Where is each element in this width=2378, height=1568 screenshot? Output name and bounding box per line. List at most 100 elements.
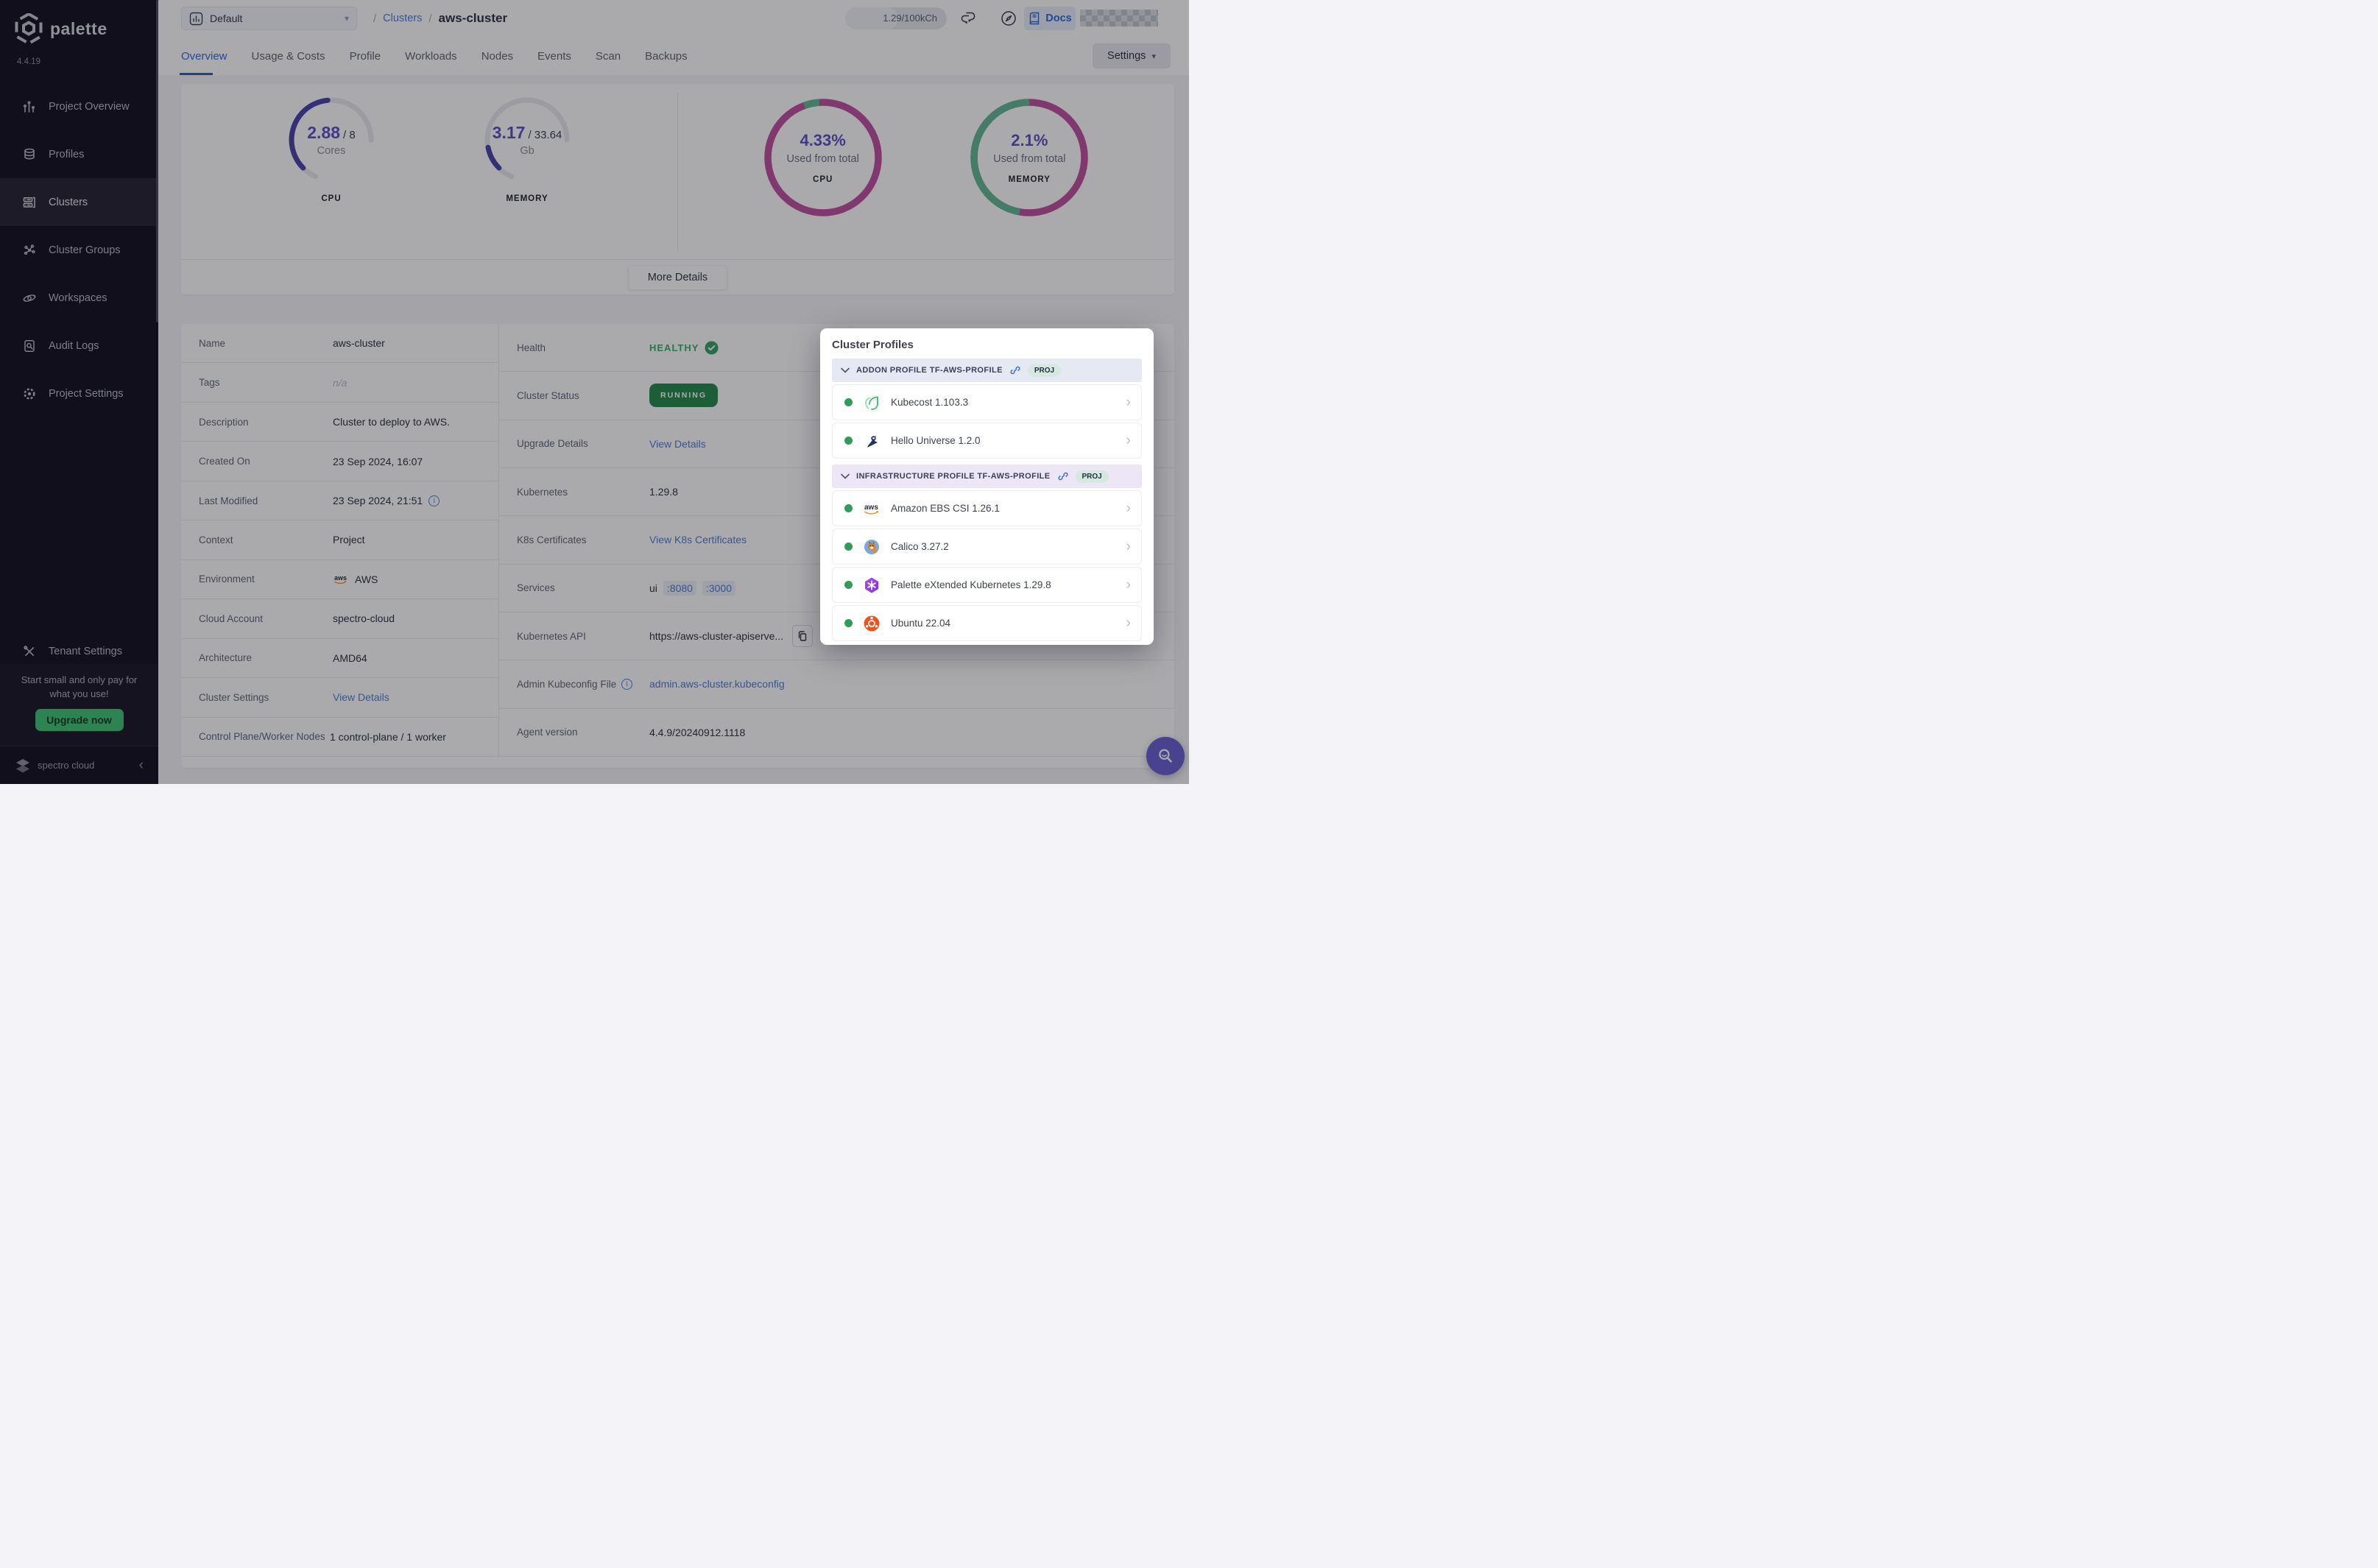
pack-row-ubuntu[interactable]: Ubuntu 22.04 › — [832, 605, 1142, 641]
gauges-divider — [677, 93, 678, 250]
info-icon[interactable]: i — [428, 495, 440, 506]
tab-events[interactable]: Events — [537, 49, 571, 63]
detail-label: Services — [517, 582, 555, 594]
memory-ring-label: MEMORY — [1008, 175, 1051, 184]
pack-row-calico[interactable]: Calico 3.27.2 › — [832, 529, 1142, 565]
tab-overview[interactable]: Overview — [180, 37, 227, 75]
detail-row-environment: Environment aws AWS — [181, 560, 498, 600]
view-details-link[interactable]: View Details — [333, 691, 389, 704]
service-port-link[interactable]: :8080 — [663, 580, 696, 596]
upgrade-view-details-link[interactable]: View Details — [649, 437, 706, 450]
service-port-link[interactable]: :3000 — [702, 580, 735, 596]
pack-row-kubecost[interactable]: Kubecost 1.103.3 › — [832, 384, 1142, 420]
breadcrumb-clusters-link[interactable]: Clusters — [383, 13, 423, 24]
docs-button[interactable]: Docs — [1024, 7, 1076, 30]
project-scope-value: Default — [210, 13, 243, 24]
infrastructure-profile-header[interactable]: INFRASTRUCTURE PROFILE TF-AWS-PROFILE PR… — [832, 465, 1142, 488]
docs-label: Docs — [1045, 13, 1072, 24]
palette-kubernetes-icon — [862, 576, 881, 595]
cpu-used-percent: 4.33% — [800, 131, 846, 149]
sidebar-item-label: Project Settings — [49, 387, 124, 400]
detail-value: 4.4.9/20240912.1118 — [649, 726, 746, 738]
detail-row-cluster-settings: Cluster Settings View Details — [181, 678, 498, 718]
detail-row-agent-version: Agent version 4.4.9/20240912.1118 — [499, 709, 1174, 757]
tab-usage-costs[interactable]: Usage & Costs — [251, 49, 325, 63]
tab-nodes[interactable]: Nodes — [481, 49, 514, 63]
detail-label: K8s Certificates — [517, 534, 587, 545]
detail-label: Kubernetes — [517, 486, 568, 498]
cpu-total-value: / 8 — [343, 129, 356, 141]
sidebar-item-workspaces[interactable]: Workspaces — [0, 274, 158, 322]
details-right-column: Health HEALTHY Cluster Status RUNNING Up… — [498, 324, 1174, 757]
detail-label: Cloud Account — [199, 612, 264, 624]
tab-scan[interactable]: Scan — [595, 49, 621, 63]
view-k8s-certificates-link[interactable]: View K8s Certificates — [649, 534, 747, 546]
layers-icon — [22, 147, 37, 162]
sidebar-item-label: Profiles — [49, 148, 85, 160]
tab-workloads[interactable]: Workloads — [405, 49, 457, 63]
detail-value: aws-cluster — [333, 337, 385, 350]
upgrade-promo: Start small and only pay for what you us… — [0, 664, 158, 746]
info-icon[interactable]: i — [621, 678, 633, 690]
sidebar-item-project-settings[interactable]: Project Settings — [0, 370, 158, 417]
tab-profile[interactable]: Profile — [349, 49, 381, 63]
link-icon[interactable] — [1057, 470, 1069, 482]
sidebar-item-profiles[interactable]: Profiles — [0, 130, 158, 178]
detail-row-tags: Tags n/a — [181, 363, 498, 403]
sidebar-item-tenant-settings[interactable]: Tenant Settings — [0, 627, 158, 675]
detail-label: Upgrade Details — [517, 438, 588, 450]
calico-icon — [862, 537, 881, 557]
server-rack-icon — [22, 195, 37, 210]
more-details-button[interactable]: More Details — [628, 265, 727, 289]
svg-text:aws: aws — [334, 574, 347, 582]
kubeconfig-download-link[interactable]: admin.aws-cluster.kubeconfig — [649, 678, 785, 691]
sidebar-nav: Project Overview Profiles Clusters — [0, 82, 158, 417]
detail-label: Control Plane/Worker Nodes — [199, 731, 325, 743]
detail-label: Health — [517, 342, 546, 353]
pack-name: Kubecost 1.103.3 — [891, 397, 969, 408]
compass-icon[interactable] — [1000, 10, 1017, 27]
pack-row-amazon-ebs-csi[interactable]: aws Amazon EBS CSI 1.26.1 › — [832, 490, 1142, 526]
detail-label: Description — [199, 416, 249, 428]
sidebar-item-project-overview[interactable]: Project Overview — [0, 82, 158, 130]
cluster-profiles-panel: Cluster Profiles ADDON PROFILE TF-AWS-PR… — [820, 328, 1154, 645]
breadcrumb: / Clusters / aws-cluster — [373, 0, 507, 37]
sidebar-item-audit-logs[interactable]: Audit Logs — [0, 322, 158, 370]
tab-backups[interactable]: Backups — [645, 49, 688, 63]
health-status: HEALTHY — [649, 342, 699, 353]
search-fab[interactable] — [1146, 737, 1185, 775]
copy-button[interactable] — [792, 625, 814, 648]
usage-card: 2.88 / 8 Cores CPU — [181, 84, 1174, 294]
detail-row-nodes: Control Plane/Worker Nodes 1 control-pla… — [181, 718, 498, 757]
collapse-sidebar-icon[interactable]: ‹ — [138, 757, 144, 773]
sidebar-scrollbar[interactable] — [156, 0, 158, 322]
service-name: ui — [649, 582, 657, 594]
pack-status-dot — [844, 619, 853, 627]
memory-ring-caption: Used from total — [993, 153, 1066, 165]
usage-quota-fill — [845, 7, 898, 29]
link-icon[interactable] — [1009, 364, 1021, 376]
breadcrumb-separator: / — [428, 12, 432, 25]
book-icon — [1028, 12, 1041, 25]
addon-profile-header[interactable]: ADDON PROFILE TF-AWS-PROFILE PROJ — [832, 359, 1142, 382]
detail-row-last-modified: Last Modified 23 Sep 2024, 21:51 i — [181, 481, 498, 521]
usage-quota-text: 1.29/100kCh — [883, 13, 937, 24]
detail-row-context: Context Project — [181, 520, 498, 560]
cpu-ring-caption: Used from total — [786, 153, 859, 165]
pack-row-palette-extended-kubernetes[interactable]: Palette eXtended Kubernetes 1.29.8 › — [832, 567, 1142, 603]
gauges-row: 2.88 / 8 Cores CPU — [181, 84, 1174, 259]
breadcrumb-separator: / — [373, 12, 377, 25]
project-scope-select[interactable]: Default ▾ — [181, 7, 357, 30]
detail-label: Kubernetes API — [517, 630, 586, 642]
upgrade-now-button[interactable]: Upgrade now — [35, 708, 124, 731]
hello-universe-icon — [862, 431, 881, 451]
scope-badge: PROJ — [1027, 364, 1062, 377]
check-circle-icon — [705, 341, 719, 355]
detail-label: Agent version — [517, 727, 578, 738]
sidebar-item-cluster-groups[interactable]: Cluster Groups — [0, 226, 158, 274]
sidebar-item-clusters[interactable]: Clusters — [0, 178, 158, 226]
pack-row-hello-universe[interactable]: Hello Universe 1.2.0 › — [832, 423, 1142, 459]
user-account-redacted[interactable] — [1080, 10, 1158, 27]
settings-button[interactable]: Settings ▾ — [1093, 43, 1171, 68]
chat-icon[interactable] — [959, 10, 978, 27]
